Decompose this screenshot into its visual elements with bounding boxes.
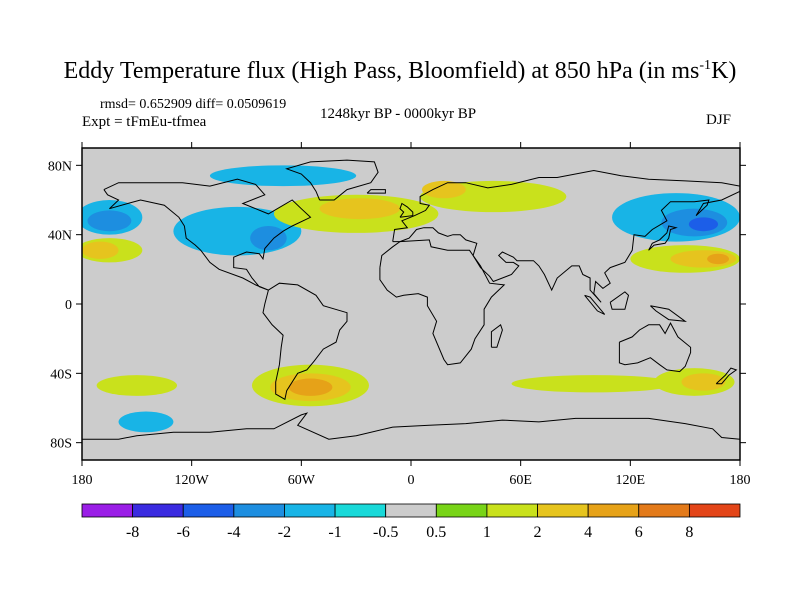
coastline xyxy=(82,412,740,440)
colorbar-box xyxy=(132,503,184,518)
flux-contour-region xyxy=(511,375,677,393)
colorbar-box xyxy=(81,503,134,518)
coastline xyxy=(618,322,692,373)
coastline xyxy=(650,305,687,322)
coastline xyxy=(399,202,414,218)
coastline xyxy=(715,367,738,385)
colorbar-label: 2 xyxy=(534,524,542,541)
lon-tick-label: 120E xyxy=(616,473,646,488)
flux-contour-region xyxy=(118,411,174,433)
map-background xyxy=(82,148,740,460)
coastline xyxy=(379,239,506,366)
rmsd-diff-stats: rmsd= 0.652909 diff= 0.0509619 xyxy=(100,97,287,112)
colorbar-box xyxy=(233,503,285,518)
coastline xyxy=(584,294,606,315)
flux-contour-region xyxy=(707,253,730,265)
colorbar-label: 0.5 xyxy=(426,524,446,541)
colorbar-box xyxy=(284,503,336,518)
colorbar-box xyxy=(182,503,235,518)
period-label: 1248kyr BP - 0000kyr BP xyxy=(320,106,477,122)
flux-contour-region xyxy=(681,373,726,391)
colorbar-box xyxy=(486,503,538,518)
colorbar-box xyxy=(334,503,387,518)
lon-tick-label: 120W xyxy=(175,473,210,488)
colorbar-box xyxy=(638,503,690,518)
coastline xyxy=(366,189,386,194)
coastline xyxy=(285,159,379,201)
colorbar-box xyxy=(435,503,488,518)
flux-field xyxy=(82,165,740,433)
colorbar-box xyxy=(587,503,640,518)
colorbar-label: -4 xyxy=(227,524,240,541)
experiment-label: Expt = tFmEu-tfmea xyxy=(82,114,207,130)
lon-tick-label: 180 xyxy=(72,473,93,488)
coastline xyxy=(490,323,503,348)
coastline xyxy=(392,169,740,303)
lon-tick-label: 180 xyxy=(730,473,751,488)
coastline xyxy=(648,225,678,251)
season-label: DJF xyxy=(706,112,732,128)
flux-contour-region xyxy=(319,198,401,220)
flux-contour-region xyxy=(288,378,333,396)
flux-contour-region xyxy=(209,165,357,187)
colorbar-label: -0.5 xyxy=(373,524,398,541)
plot-title: Eddy Temperature flux (High Pass, Bloomf… xyxy=(63,58,737,84)
flux-contour-region xyxy=(82,241,119,259)
lon-tick-label: 60W xyxy=(288,473,316,488)
colorbar: -8 -6 -4 -2 -1 -0.5 0.5 1 2 4 6 8 xyxy=(81,503,741,541)
colorbar-label: 1 xyxy=(483,524,491,541)
colorbar-box xyxy=(537,503,589,518)
lat-tick-label: 80S xyxy=(50,437,72,452)
colorbar-label: -6 xyxy=(177,524,190,541)
lon-tick-label: 0 xyxy=(408,473,415,488)
colorbar-label: 6 xyxy=(635,524,643,541)
colorbar-label: -8 xyxy=(126,524,139,541)
colorbar-box xyxy=(385,503,437,518)
coastlines xyxy=(82,159,740,440)
coastline xyxy=(262,282,348,401)
lat-tick-label: 40S xyxy=(50,367,72,382)
colorbar-label: 4 xyxy=(584,524,592,541)
lat-tick-label: 40N xyxy=(48,229,72,244)
flux-contour-region xyxy=(250,226,287,251)
colorbar-box xyxy=(688,503,741,518)
flux-contour-region xyxy=(96,375,178,396)
lon-tick-label: 60E xyxy=(509,473,532,488)
latitude-axis: 80N 40N 0 40S 80S xyxy=(48,159,746,452)
longitude-axis: 180 120W 60W 0 60E 120E 180 xyxy=(72,142,751,488)
coastline xyxy=(609,291,630,310)
flux-contour-region xyxy=(688,217,719,232)
colorbar-label: -1 xyxy=(328,524,341,541)
lat-tick-label: 0 xyxy=(65,298,72,313)
flux-contour-region xyxy=(421,180,466,199)
colorbar-label: 8 xyxy=(685,524,693,541)
colorbar-label: -2 xyxy=(278,524,291,541)
coastline xyxy=(103,178,312,291)
flux-contour-region xyxy=(87,210,132,232)
lat-tick-label: 80N xyxy=(48,159,72,174)
